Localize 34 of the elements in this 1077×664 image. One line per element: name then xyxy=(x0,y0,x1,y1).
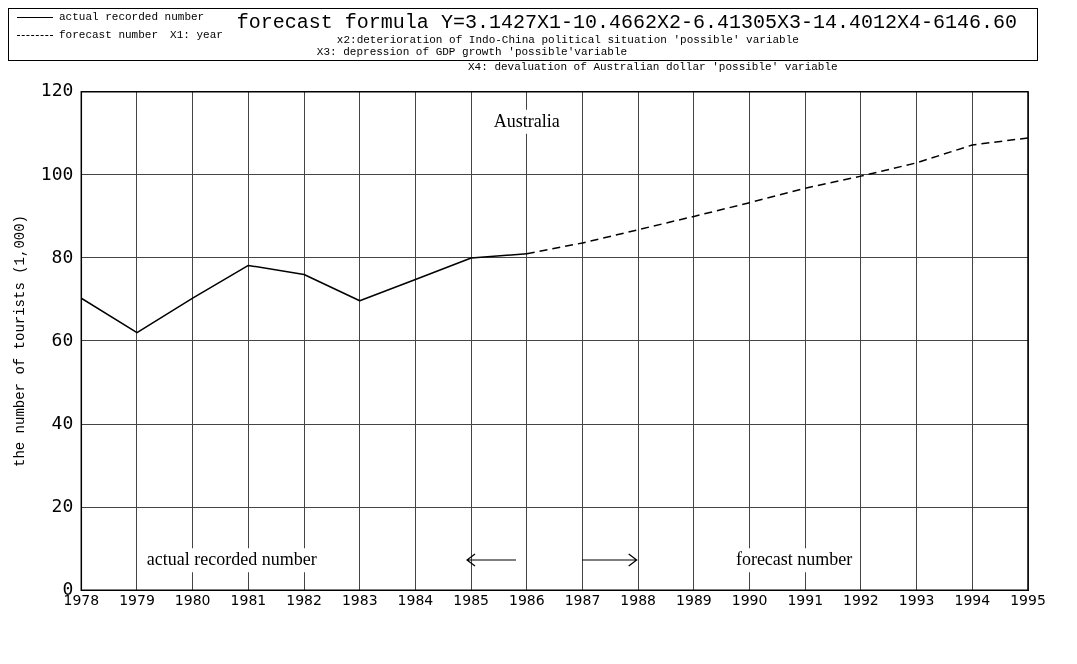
x-tick-label: 1991 xyxy=(787,592,824,609)
x-tick-label: 1988 xyxy=(620,592,657,609)
y-axis-title: the number of tourists (1,000) xyxy=(12,214,29,468)
annotation: actual recorded number xyxy=(146,548,317,569)
y-tick-label: 40 xyxy=(51,411,74,433)
x-tick-label: 1982 xyxy=(286,592,322,609)
x-tick-label: 1987 xyxy=(564,592,601,609)
x-tick-label: 1981 xyxy=(230,592,267,609)
text: Australia xyxy=(493,110,560,131)
x-tick-label: 1995 xyxy=(1010,592,1046,609)
x-tick-label: 1983 xyxy=(341,592,378,609)
text: X4: devaluation of Australian dollar 'possible' variable xyxy=(468,61,839,73)
x-tick-label: 1993 xyxy=(898,592,935,609)
y-tick-label: 120 xyxy=(40,79,74,101)
y-tick-label: 60 xyxy=(51,328,74,350)
text: X3: depression of GDP growth 'possible'variable xyxy=(316,46,628,58)
x-tick-label: 1980 xyxy=(174,592,211,609)
legend-label: forecast number xyxy=(59,29,159,41)
y-tick-label: 100 xyxy=(40,162,74,184)
annotation: forecast number xyxy=(735,548,853,569)
legend-label: actual recorded number xyxy=(59,11,205,23)
x-tick-label: 1989 xyxy=(676,592,712,609)
y-tick-label: 20 xyxy=(51,494,74,516)
x-tick-label: 1990 xyxy=(731,592,768,609)
text: x2:deterioration of Indo-China political situation 'possible' variable xyxy=(336,34,799,46)
text: X1: year xyxy=(170,29,223,41)
text: forecast formula Y=3.1427X1-10.4662X2-6.41305X3-14.4012X4-6146.60 xyxy=(236,11,1017,34)
x-tick-label: 1984 xyxy=(397,592,434,609)
x-tick-label: 1979 xyxy=(119,592,155,609)
x-tick-label: 1994 xyxy=(954,592,991,609)
x-tick-label: 1986 xyxy=(508,592,545,609)
y-tick-label: 80 xyxy=(51,245,74,267)
x-tick-label: 1992 xyxy=(843,592,879,609)
x-tick-label: 1985 xyxy=(453,592,489,609)
